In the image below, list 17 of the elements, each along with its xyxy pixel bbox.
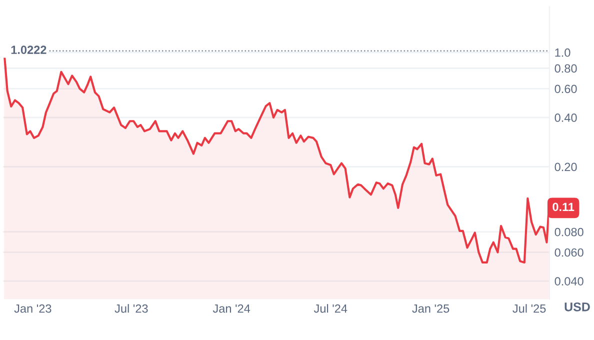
- x-tick-label: Jan '24: [212, 304, 250, 313]
- y-tick-label: 0.080: [554, 228, 584, 236]
- x-tick-label: Jan '25: [412, 304, 450, 313]
- x-tick-label: Jul '24: [314, 304, 348, 313]
- y-tick-label: 1.0: [555, 48, 570, 57]
- y-tick-label: 0.60: [554, 84, 577, 94]
- y-tick-label: 0.040: [554, 277, 584, 286]
- y-tick-label: 0.20: [554, 162, 577, 172]
- annotation: 0.11: [552, 202, 574, 212]
- x-tick-label: Jul '25: [512, 304, 546, 313]
- y-tick-label: 0.40: [554, 114, 577, 122]
- y-axis-title: USD: [564, 302, 590, 312]
- y-tick-label: 0.80: [554, 64, 577, 73]
- x-tick-label: Jul '23: [114, 304, 148, 313]
- x-tick-label: Jan '23: [14, 304, 52, 313]
- ref-line-label: 1.0222: [11, 46, 46, 54]
- y-tick-label: 0.060: [554, 248, 584, 257]
